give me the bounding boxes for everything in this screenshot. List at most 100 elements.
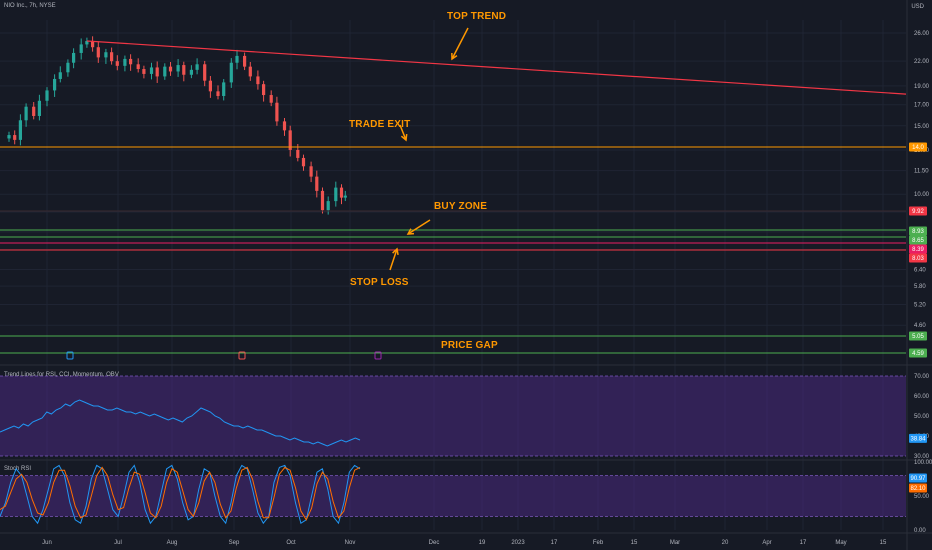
stoch-tick-label: 0.00: [914, 528, 926, 534]
candle-body: [7, 135, 11, 139]
candle-body: [53, 78, 57, 91]
candle-body: [123, 58, 127, 66]
stoch-k-line: [0, 464, 361, 525]
x-tick-label: 20: [722, 540, 729, 546]
earnings-marker: [66, 351, 74, 360]
candle-body: [208, 80, 212, 92]
candle-body: [149, 67, 154, 74]
x-tick-label: Feb: [593, 540, 604, 546]
candle-body: [58, 72, 62, 79]
candle-body: [262, 84, 266, 96]
stoch-tick-label: 50.00: [914, 494, 930, 500]
annotation-label: BUY ZONE: [434, 201, 487, 212]
rsi-tick-label: 50.00: [914, 414, 930, 420]
level-tag-label: 8.03: [912, 256, 924, 262]
rsi-line: [0, 399, 361, 447]
candle-body: [176, 65, 180, 72]
candle-body: [229, 62, 233, 83]
annotations: TOP TREND TRADE EXIT BUY ZONE STOP LOSS PRIC…: [349, 11, 506, 351]
x-tick-label: Mar: [670, 540, 680, 546]
candle-body: [269, 95, 273, 103]
price-tick-label: 15.00: [914, 124, 930, 130]
candle-body: [275, 102, 279, 122]
candle-body: [343, 195, 347, 198]
candle-body: [85, 40, 89, 45]
candle-body: [155, 67, 159, 77]
level-tag-label: 14.0: [912, 145, 924, 151]
price-tick-label: 22.00: [914, 59, 930, 65]
candle-body: [334, 187, 338, 202]
candle-body: [203, 64, 207, 81]
axes: 26.0022.0019.0017.0015.0013.0011.5010.00…: [42, 31, 932, 546]
level-tag-label: 8.93: [912, 229, 924, 235]
level-tag-label: 8.39: [912, 247, 924, 253]
x-tick-label: 15: [631, 540, 638, 546]
candle-body: [129, 58, 133, 65]
x-tick-label: Jul: [114, 540, 122, 546]
price-tick-label: 10.00: [914, 192, 930, 198]
level-tag: [909, 253, 927, 263]
level-tag: [909, 142, 927, 152]
x-tick-label: 17: [551, 540, 558, 546]
annotation-label: TOP TREND: [447, 11, 506, 22]
x-tick-label: Apr: [762, 540, 771, 546]
stoch-d-line: [0, 466, 361, 521]
trade-exit-arrow-head: [400, 133, 408, 142]
candle-body: [79, 44, 83, 53]
candle-body: [256, 76, 260, 85]
rsi-title: Trend Lines for RSI, CCI, Momentum, OBV: [4, 372, 119, 378]
price-tick-label: 17.00: [914, 103, 930, 109]
level-tag: [909, 226, 927, 236]
stop-loss-arrow: [389, 248, 398, 271]
x-tick-label: Dec: [429, 540, 440, 546]
level-tag: [909, 235, 927, 245]
level-tag-label: 9.92: [912, 209, 924, 215]
x-tick-label: 17: [800, 540, 807, 546]
candle-body: [315, 176, 319, 191]
price-pane[interactable]: [0, 36, 907, 360]
candle-body: [222, 82, 226, 96]
candle-body: [235, 55, 239, 63]
chart-header: NIO Inc., 7h, NYSE: [4, 3, 56, 9]
candle-body: [24, 106, 28, 121]
rsi-tick-label: 60.00: [914, 394, 930, 400]
price-tick-label: 11.50: [914, 169, 929, 175]
price-tick-label: 5.80: [914, 284, 926, 290]
x-tick-label: Oct: [286, 540, 296, 546]
candle-body: [182, 65, 186, 75]
candle-body: [288, 130, 292, 150]
buy-zone-arrow-head: [406, 228, 415, 235]
candle-body: [45, 90, 49, 101]
x-tick-label: May: [835, 540, 846, 546]
x-tick-label: Aug: [167, 540, 178, 546]
candle-body: [115, 61, 119, 66]
stoch-last-tag: [909, 483, 927, 493]
level-tag: [909, 206, 927, 216]
stoch-pane[interactable]: Stoch RSI: [0, 464, 906, 525]
price-tick-label: 5.20: [914, 303, 926, 309]
trade-exit-arrow: [399, 124, 407, 141]
candle-body: [32, 106, 36, 116]
x-tick-label: Nov: [345, 540, 356, 546]
x-tick-label: 15: [880, 540, 887, 546]
top-trend-arrow-head: [451, 52, 458, 61]
stoch-last-label: 90.97: [910, 476, 926, 482]
candle-body: [110, 52, 114, 62]
rsi-tick-label: 30.00: [914, 454, 930, 460]
top-trend-line: [86, 40, 907, 95]
earnings-marker: [238, 351, 246, 360]
stoch-title: Stoch RSI: [4, 466, 31, 472]
candle-body: [189, 69, 193, 75]
price-tick-label: 6.40: [914, 268, 926, 274]
rsi-pane[interactable]: Trend Lines for RSI, CCI, Momentum, OBV: [0, 372, 906, 457]
candle-body: [142, 69, 146, 74]
x-tick-label: Jun: [42, 540, 52, 546]
level-tag: [909, 244, 927, 254]
candle-body: [136, 64, 140, 70]
candle-body: [168, 66, 173, 72]
candle-body: [243, 55, 247, 67]
candle-body: [248, 66, 252, 77]
rsi-last-label: 38.84: [910, 436, 926, 442]
stoch-last-label: 82.10: [910, 486, 926, 492]
